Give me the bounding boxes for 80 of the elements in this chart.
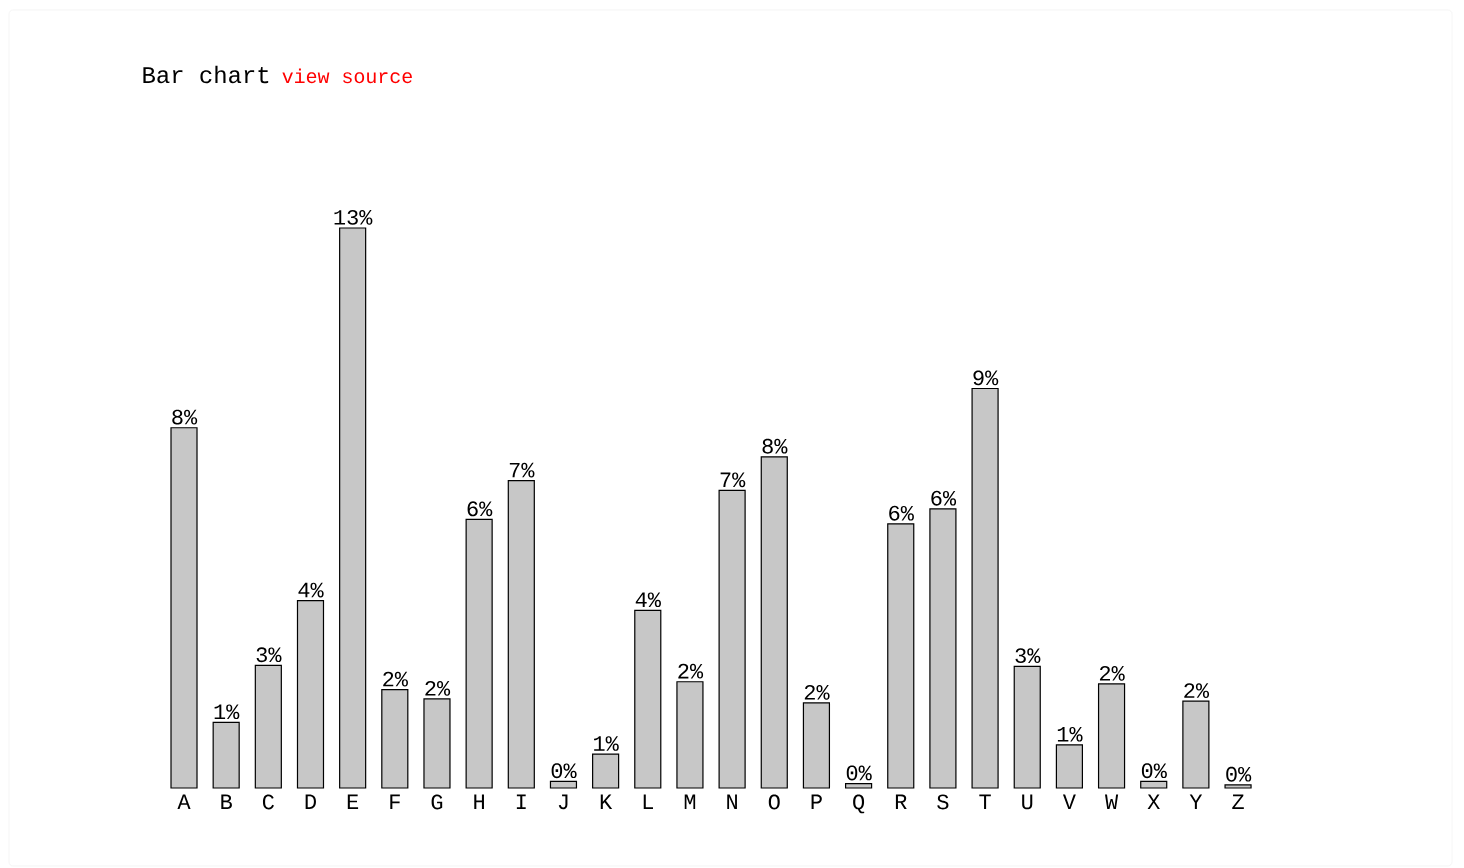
- x-tick-label: F: [390, 794, 400, 809]
- bar: [844, 782, 873, 789]
- data-label: 8%: [172, 409, 198, 425]
- data-label: 6%: [467, 501, 493, 517]
- data-label: 4%: [298, 582, 324, 598]
- data-label: 0%: [551, 763, 577, 779]
- bar: [339, 227, 367, 789]
- bar: [423, 698, 451, 789]
- data-label: 0%: [1141, 763, 1167, 779]
- x-tick-label: Y: [1189, 794, 1203, 809]
- x-tick-label: E: [347, 794, 359, 809]
- bar: [802, 702, 831, 789]
- bar: [676, 681, 704, 789]
- data-label: 0%: [1226, 766, 1252, 782]
- bar: [1013, 665, 1041, 789]
- data-label: 3%: [256, 647, 282, 663]
- x-tick-label: D: [305, 794, 316, 809]
- data-label: 7%: [720, 472, 746, 488]
- bar: [465, 518, 493, 789]
- data-label: 2%: [425, 680, 451, 696]
- bar: [1182, 700, 1210, 789]
- x-tick-label: W: [1104, 794, 1119, 809]
- bar: [296, 599, 325, 789]
- x-tick-label: Z: [1232, 794, 1244, 809]
- x-tick-label: J: [558, 794, 568, 810]
- bar: [1055, 744, 1083, 789]
- bar: [170, 427, 198, 789]
- data-label: 8%: [762, 438, 788, 454]
- x-tick-label: G: [431, 794, 443, 810]
- data-label: 1%: [214, 704, 240, 720]
- data-label: 1%: [1057, 726, 1083, 742]
- bar: [887, 523, 915, 789]
- bar: [381, 689, 409, 789]
- bar: [507, 480, 535, 789]
- x-tick-label: P: [811, 794, 822, 809]
- data-label: 9%: [973, 370, 999, 386]
- data-label: 2%: [804, 684, 830, 700]
- data-label: 4%: [635, 592, 661, 608]
- bar: [1140, 780, 1168, 789]
- data-label: 2%: [1099, 665, 1125, 681]
- x-tick-label: S: [937, 794, 949, 810]
- x-tick-label: R: [895, 794, 907, 809]
- x-tick-label: N: [727, 794, 737, 809]
- data-label: 6%: [931, 490, 957, 506]
- x-tick-label: T: [979, 794, 991, 809]
- x-tick-label: L: [643, 794, 653, 809]
- data-label: 13%: [334, 209, 373, 225]
- bar: [212, 721, 240, 789]
- bar: [1097, 683, 1126, 789]
- data-label: 7%: [509, 462, 535, 478]
- x-tick-label: H: [474, 794, 484, 809]
- x-tick-label: A: [177, 794, 191, 809]
- x-tick-label: U: [1022, 794, 1033, 810]
- bar: [760, 456, 788, 789]
- x-tick-label: X: [1147, 794, 1160, 809]
- x-tick-label: B: [221, 794, 232, 809]
- data-label: 6%: [889, 505, 914, 521]
- x-tick-label: I: [516, 794, 526, 809]
- data-label: 3%: [1015, 648, 1041, 664]
- x-tick-label: Q: [853, 794, 865, 814]
- data-label: 2%: [383, 671, 408, 687]
- chart-subtitle: view source: [282, 68, 412, 84]
- chart-title: Bar chart: [143, 65, 269, 84]
- data-label: 2%: [678, 663, 704, 679]
- bar: [549, 780, 578, 789]
- data-label: 2%: [1184, 683, 1210, 698]
- bar: [1224, 784, 1252, 789]
- bar: [592, 753, 620, 789]
- bar: [971, 387, 999, 789]
- x-tick-label: K: [600, 794, 613, 809]
- x-tick-label: O: [768, 794, 780, 810]
- bar: [718, 489, 746, 789]
- data-label: 0%: [846, 765, 872, 781]
- bar: [634, 609, 662, 789]
- data-label: 1%: [594, 736, 619, 751]
- bar: [254, 664, 282, 789]
- x-tick-label: V: [1062, 794, 1076, 809]
- bar: [929, 508, 957, 789]
- x-tick-label: C: [262, 794, 274, 810]
- x-tick-label: M: [684, 794, 696, 809]
